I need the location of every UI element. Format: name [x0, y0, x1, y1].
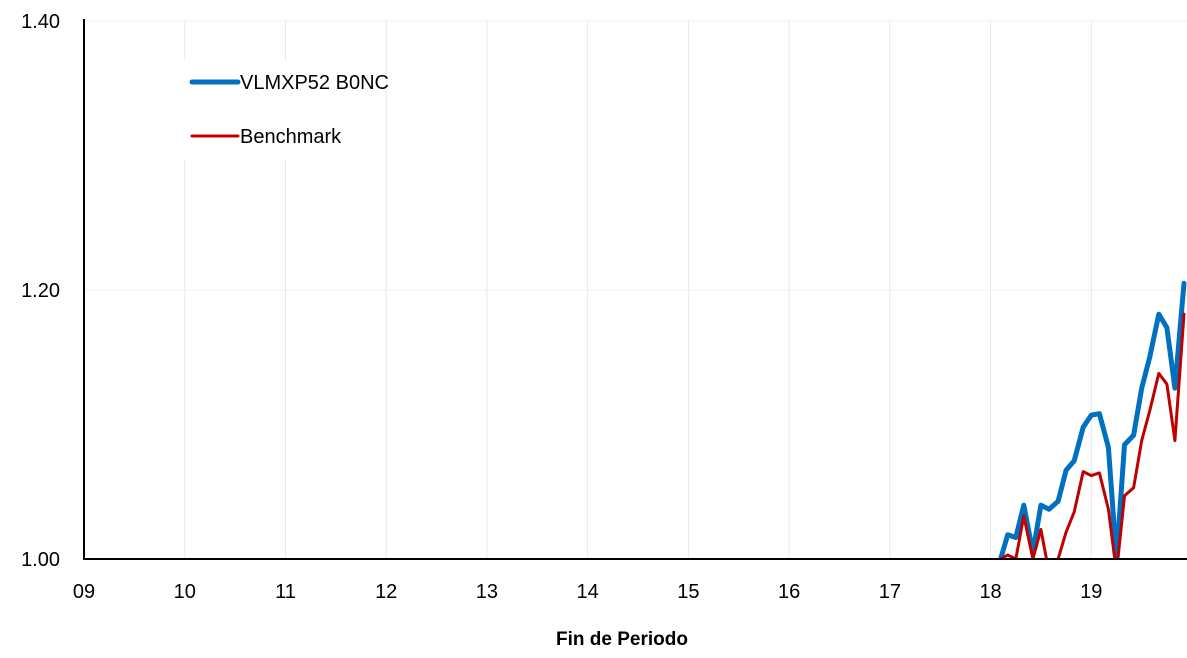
x-tick-label: 13: [476, 581, 498, 603]
y-tick-label: 1.00: [21, 549, 60, 571]
x-tick-label: 18: [979, 581, 1001, 603]
y-tick-label: 1.20: [21, 280, 60, 302]
gridlines: [84, 20, 1187, 559]
x-tick-label: 12: [375, 581, 397, 603]
legend: VLMXP52 B0NC Benchmark: [182, 60, 389, 160]
x-tick-label: 11: [275, 581, 296, 603]
tick-labels: 09 10 11 12 13 14 15 16 17 18 19 1.00 1.20 1.40: [21, 11, 1102, 603]
legend-label: Benchmark: [240, 126, 342, 148]
legend-background: [182, 60, 377, 160]
x-tick-label: 09: [73, 581, 95, 603]
x-tick-label: 17: [879, 581, 901, 603]
series-line-2: [999, 312, 1186, 559]
legend-label: VLMXP52 B0NC: [240, 72, 389, 94]
x-tick-label: 16: [778, 581, 800, 603]
y-tick-label: 1.40: [21, 11, 60, 33]
x-tick-label: 19: [1080, 581, 1102, 603]
series-line-1: [998, 280, 1187, 559]
x-tick-label: 15: [677, 581, 699, 603]
series-lines: [998, 280, 1187, 559]
x-axis-title: Fin de Periodo: [556, 629, 688, 650]
x-tick-label: 10: [174, 581, 196, 603]
axes: [83, 19, 1187, 560]
x-tick-label: 14: [577, 581, 599, 603]
